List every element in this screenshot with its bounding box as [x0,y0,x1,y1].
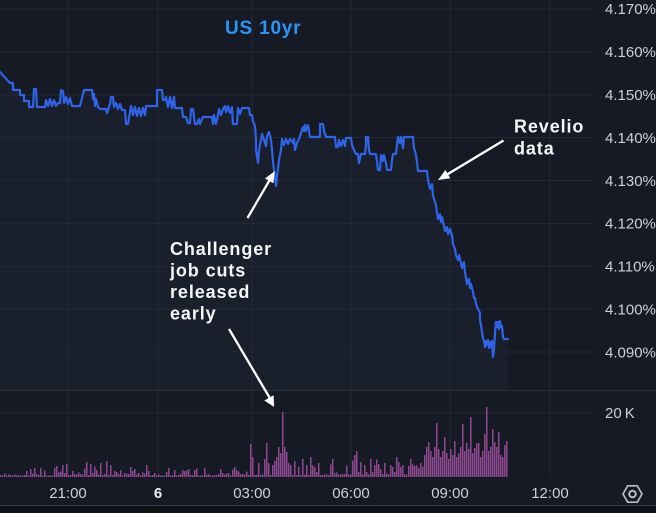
svg-text:4.100%: 4.100% [605,301,656,318]
svg-text:4.120%: 4.120% [605,216,656,233]
svg-text:released: released [170,282,250,302]
svg-text:4.150%: 4.150% [605,87,656,104]
svg-text:03:00: 03:00 [233,485,271,502]
svg-text:4.110%: 4.110% [605,259,655,276]
svg-text:06:00: 06:00 [332,485,370,502]
svg-text:US 10yr: US 10yr [225,18,301,39]
svg-text:4.160%: 4.160% [605,44,656,61]
svg-text:data: data [514,139,555,159]
svg-text:Revelio: Revelio [514,117,584,137]
svg-text:early: early [170,304,217,324]
svg-text:job cuts: job cuts [169,261,246,281]
svg-text:4.170%: 4.170% [605,1,656,18]
svg-text:6: 6 [154,485,162,502]
svg-text:4.090%: 4.090% [605,344,656,361]
svg-text:12:00: 12:00 [531,485,569,502]
svg-text:09:00: 09:00 [431,485,469,502]
svg-text:4.130%: 4.130% [605,173,656,190]
svg-text:Challenger: Challenger [170,239,272,259]
svg-text:21:00: 21:00 [49,485,87,502]
svg-text:4.140%: 4.140% [605,130,656,147]
svg-text:20 K: 20 K [605,405,635,422]
